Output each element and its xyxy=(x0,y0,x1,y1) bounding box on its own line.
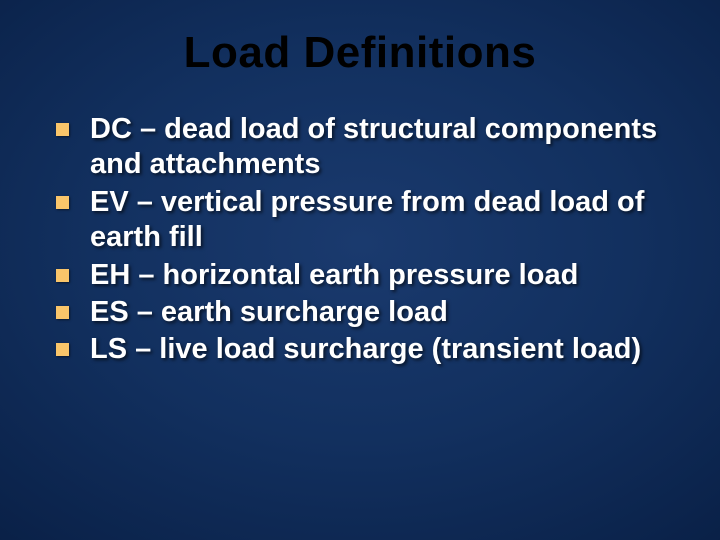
bullet-item: ES – earth surcharge load xyxy=(56,295,680,330)
bullet-list: DC – dead load of structural components … xyxy=(40,112,680,368)
bullet-item: DC – dead load of structural components … xyxy=(56,112,680,183)
bullet-item: LS – live load surcharge (transient load… xyxy=(56,332,680,367)
bullet-item: EH – horizontal earth pressure load xyxy=(56,258,680,293)
bullet-text: ES – earth surcharge load xyxy=(90,296,448,328)
slide-container: Load Definitions DC – dead load of struc… xyxy=(0,0,720,540)
bullet-text: DC – dead load of structural components … xyxy=(90,113,657,180)
slide-title: Load Definitions xyxy=(40,28,680,78)
bullet-text: EH – horizontal earth pressure load xyxy=(90,259,578,291)
bullet-text: EV – vertical pressure from dead load of… xyxy=(90,186,644,253)
bullet-item: EV – vertical pressure from dead load of… xyxy=(56,185,680,256)
bullet-text: LS – live load surcharge (transient load… xyxy=(90,333,641,365)
